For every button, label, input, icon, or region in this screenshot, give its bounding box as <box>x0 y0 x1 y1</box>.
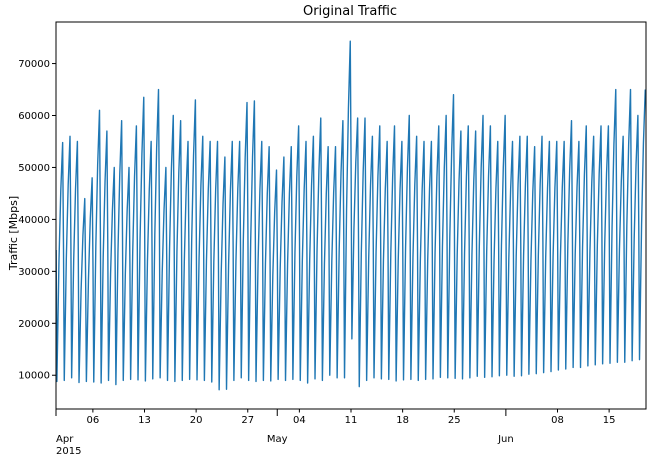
y-tick-label: 20000 <box>18 319 50 330</box>
x-tick-label-day: 18 <box>396 415 409 426</box>
x-tick-label-day: 25 <box>448 415 461 426</box>
x-tick-label-day: 11 <box>345 415 358 426</box>
series-layer <box>55 40 646 391</box>
y-tick-label: 10000 <box>18 371 50 382</box>
x-tick-label-day: 27 <box>241 415 254 426</box>
x-tick-label-month: Jun <box>497 434 514 445</box>
x-tick-label-month: Apr <box>56 434 74 445</box>
y-axis-label: Traffic [Mbps] <box>7 196 20 271</box>
x-tick-label-day: 04 <box>293 415 306 426</box>
chart-title: Original Traffic <box>303 4 397 19</box>
x-tick-label-year: 2015 <box>56 446 81 457</box>
x-tick-label-month: May <box>267 434 288 445</box>
y-tick-label: 30000 <box>18 267 50 278</box>
y-tick-label: 70000 <box>18 59 50 70</box>
x-tick-label-day: 13 <box>138 415 151 426</box>
y-axis-ticks: 10000 20000 30000 40000 50000 60000 70000 <box>18 59 56 382</box>
x-tick-label-day: 06 <box>87 415 100 426</box>
x-tick-label-day: 08 <box>551 415 564 426</box>
traffic-series-line <box>55 40 646 391</box>
y-tick-label: 60000 <box>18 111 50 122</box>
y-tick-label: 40000 <box>18 215 50 226</box>
x-tick-label-day: 15 <box>603 415 616 426</box>
x-tick-label-day: 20 <box>190 415 203 426</box>
y-tick-label: 50000 <box>18 163 50 174</box>
